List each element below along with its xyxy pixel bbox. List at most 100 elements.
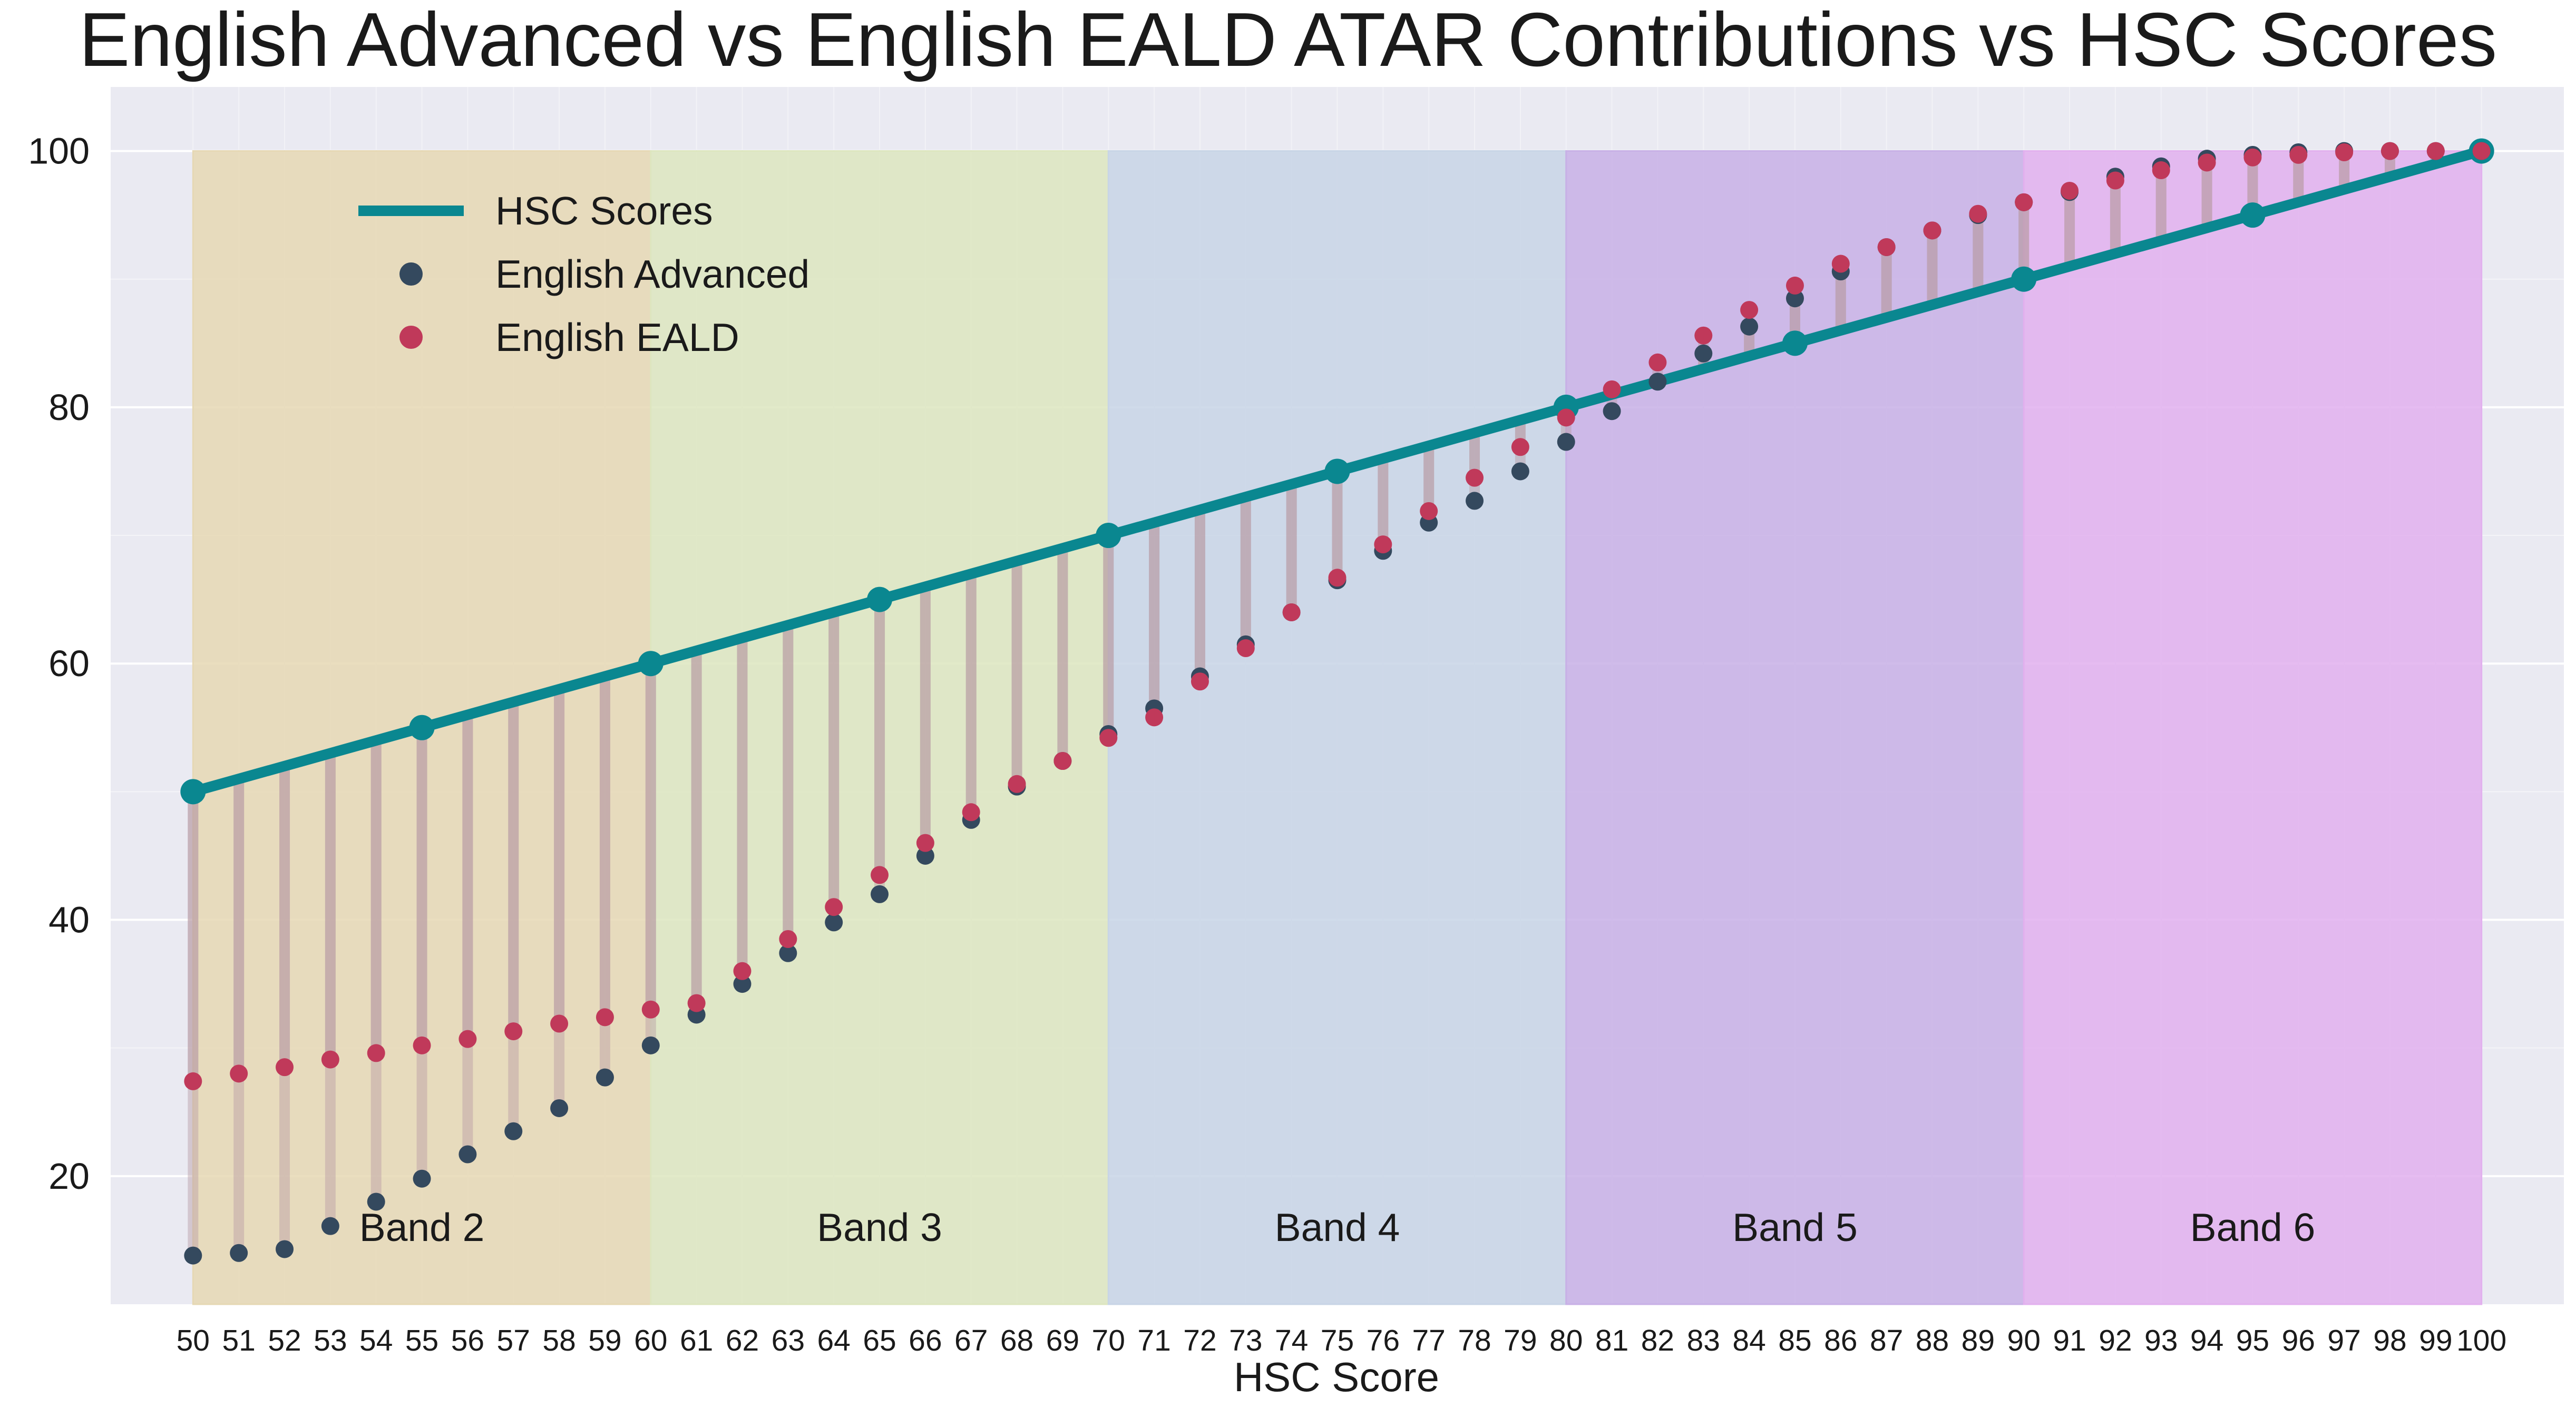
- band-region: [2023, 150, 2483, 1305]
- english-eald-point: [1053, 752, 1072, 770]
- english-eald-point: [2243, 148, 2262, 167]
- english-advanced-point: [1648, 373, 1667, 391]
- x-tick-label: 95: [2236, 1324, 2269, 1357]
- english-eald-point: [1282, 603, 1301, 621]
- english-eald-point: [1328, 569, 1346, 587]
- english-eald-point: [1145, 708, 1164, 727]
- band-label: Band 3: [817, 1205, 942, 1249]
- legend-label: English Advanced: [495, 252, 809, 296]
- x-tick-label: 71: [1137, 1324, 1170, 1357]
- english-eald-point: [504, 1022, 523, 1041]
- english-eald-point: [1466, 468, 1484, 487]
- english-eald-point: [2380, 142, 2399, 160]
- x-tick-label: 90: [2007, 1324, 2041, 1357]
- english-eald-point: [687, 994, 706, 1012]
- english-eald-point: [1236, 639, 1255, 658]
- english-eald-point: [550, 1014, 569, 1033]
- x-tick-label: 84: [1732, 1324, 1765, 1357]
- x-tick-label: 97: [2327, 1324, 2360, 1357]
- x-tick-label: 78: [1458, 1324, 1491, 1357]
- english-eald-point: [458, 1030, 477, 1048]
- english-eald-point: [2335, 143, 2354, 162]
- english-eald-point: [596, 1008, 614, 1027]
- x-tick-label: 67: [954, 1324, 988, 1357]
- hsc-score-marker: [638, 651, 663, 677]
- x-tick-label: 66: [909, 1324, 942, 1357]
- legend-swatch-english-advanced: [399, 262, 423, 286]
- english-advanced-point: [276, 1240, 294, 1258]
- x-tick-label: 60: [634, 1324, 667, 1357]
- x-tick-label: 69: [1046, 1324, 1079, 1357]
- x-tick-label: 77: [1412, 1324, 1445, 1357]
- hsc-score-marker: [1096, 523, 1121, 549]
- english-eald-point: [2061, 181, 2079, 200]
- english-eald-point: [1785, 276, 1804, 295]
- x-tick-label: 89: [1962, 1324, 1995, 1357]
- english-eald-point: [1191, 672, 1209, 691]
- scatter-points: [184, 142, 2491, 1265]
- legend: HSC Scores English Advanced English EALD: [358, 189, 809, 359]
- english-eald-point: [1603, 380, 1621, 398]
- english-eald-point: [962, 803, 980, 822]
- x-axis-ticks: 50 51 52 53 54 55 56 57 58 59 60 61 62 63 64 65 66 67 68 69…: [177, 1324, 2507, 1357]
- hsc-score-marker: [867, 587, 893, 612]
- hsc-score-marker: [1782, 330, 1808, 356]
- x-tick-label: 76: [1367, 1324, 1400, 1357]
- x-tick-label: 79: [1504, 1324, 1537, 1357]
- english-eald-point: [871, 866, 889, 884]
- x-tick-label: 94: [2190, 1324, 2223, 1357]
- legend-swatch-english-eald: [399, 326, 423, 349]
- english-eald-point: [2106, 171, 2124, 190]
- english-advanced-point: [1511, 462, 1529, 481]
- english-eald-point: [916, 834, 934, 852]
- english-advanced-point: [871, 885, 889, 903]
- y-tick-label: 40: [48, 900, 90, 941]
- english-eald-point: [184, 1072, 202, 1090]
- english-eald-point: [825, 898, 843, 916]
- x-tick-label: 88: [1916, 1324, 1949, 1357]
- english-eald-point: [641, 1000, 660, 1019]
- x-tick-label: 92: [2099, 1324, 2132, 1357]
- band-labels: Band 2 Band 3 Band 4 Band 5 Band 6: [359, 1205, 2316, 1249]
- english-advanced-point: [1557, 433, 1575, 451]
- y-tick-label: 60: [48, 643, 90, 684]
- x-tick-label: 93: [2144, 1324, 2178, 1357]
- x-tick-label: 59: [588, 1324, 621, 1357]
- english-eald-point: [1420, 502, 1438, 520]
- band-label: Band 6: [2190, 1205, 2316, 1249]
- x-tick-label: 87: [1870, 1324, 1903, 1357]
- english-eald-point: [2015, 193, 2033, 211]
- x-tick-label: 99: [2419, 1324, 2452, 1357]
- english-eald-point: [1877, 238, 1896, 256]
- hsc-score-marker: [2240, 202, 2266, 228]
- band-label: Band 5: [1732, 1205, 1858, 1249]
- english-advanced-point: [184, 1246, 202, 1265]
- y-axis-ticks: 20 40 60 80 100: [28, 131, 90, 1197]
- x-tick-label: 50: [177, 1324, 210, 1357]
- x-tick-label: 83: [1687, 1324, 1720, 1357]
- x-tick-label: 62: [726, 1324, 759, 1357]
- english-advanced-point: [230, 1244, 248, 1262]
- x-tick-label: 81: [1595, 1324, 1628, 1357]
- english-advanced-point: [1694, 344, 1713, 363]
- english-advanced-point: [1785, 289, 1804, 308]
- hsc-score-marker: [2011, 266, 2037, 292]
- band-region: [1107, 150, 1567, 1305]
- english-eald-point: [1923, 221, 1941, 240]
- hsc-score-marker: [1324, 458, 1350, 484]
- english-eald-point: [1648, 353, 1667, 372]
- english-eald-point: [230, 1064, 248, 1083]
- x-tick-label: 65: [863, 1324, 896, 1357]
- x-tick-label: 58: [542, 1324, 575, 1357]
- english-advanced-point: [550, 1099, 569, 1117]
- english-advanced-point: [825, 913, 843, 932]
- english-eald-point: [276, 1058, 294, 1077]
- x-tick-label: 91: [2053, 1324, 2086, 1357]
- x-tick-label: 64: [817, 1324, 850, 1357]
- x-tick-label: 63: [772, 1324, 805, 1357]
- english-eald-point: [1969, 204, 1987, 223]
- x-tick-label: 70: [1092, 1324, 1125, 1357]
- hsc-score-marker: [180, 779, 206, 805]
- english-advanced-point: [504, 1122, 523, 1140]
- english-advanced-point: [596, 1068, 614, 1087]
